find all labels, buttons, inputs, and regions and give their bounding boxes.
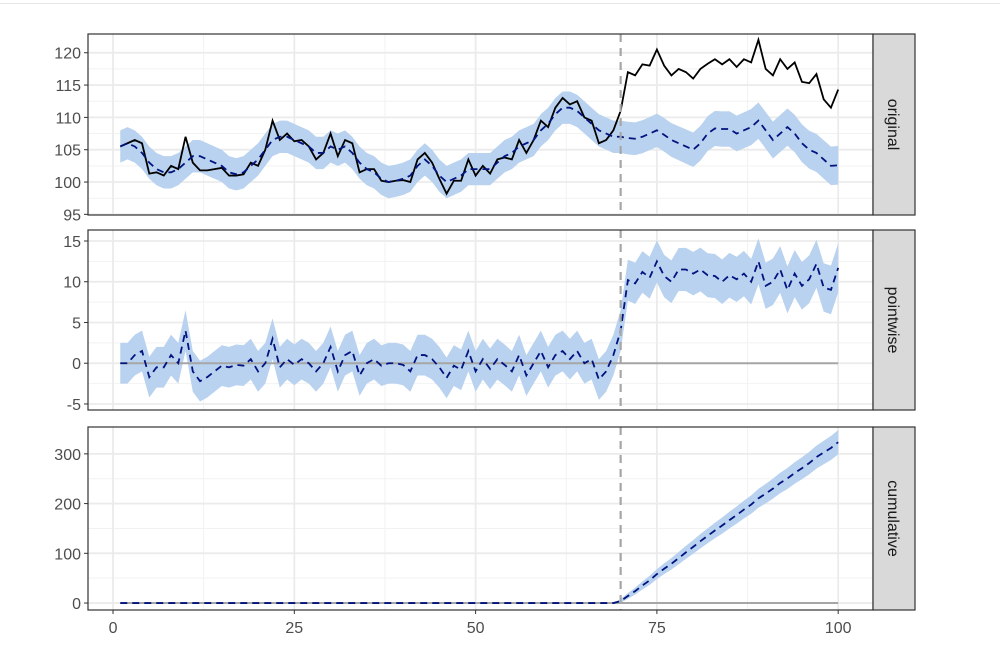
strip-label: cumulative bbox=[884, 480, 901, 557]
x-tick-label: 0 bbox=[109, 620, 118, 637]
y-tick-label: 115 bbox=[55, 78, 81, 95]
observed-line bbox=[119, 36, 840, 196]
x-tick-label: 75 bbox=[648, 620, 666, 637]
x-tick-label: 25 bbox=[285, 620, 303, 637]
strip-pointwise bbox=[872, 229, 916, 411]
panel-cumulative: 0 100 200 300 cumulative 0 25 50 75 100 bbox=[54, 426, 916, 637]
top-divider bbox=[0, 3, 1000, 4]
y-tick-label: 100 bbox=[54, 546, 81, 563]
y-tick-label: 5 bbox=[72, 315, 81, 332]
y-tick-label: 120 bbox=[54, 46, 81, 63]
y-tick-label: 110 bbox=[55, 110, 81, 127]
y-tick-label: 105 bbox=[54, 143, 81, 160]
x-tick-label: 100 bbox=[825, 620, 852, 637]
y-tick-label: 95 bbox=[63, 207, 81, 224]
panel-pointwise: -5 0 5 10 15 pointwise bbox=[63, 229, 916, 414]
x-tick-label: 50 bbox=[467, 620, 485, 637]
y-tick-label: 0 bbox=[72, 596, 81, 613]
y-tick-label: 100 bbox=[54, 175, 81, 192]
y-tick-label: 200 bbox=[54, 497, 81, 514]
y-tick-label: 15 bbox=[63, 234, 81, 251]
strip-label: original bbox=[884, 99, 901, 151]
y-tick-label: 0 bbox=[72, 356, 81, 373]
y-tick-label: -5 bbox=[67, 397, 81, 414]
prediction-interval-band bbox=[120, 91, 839, 199]
y-tick-label: 300 bbox=[54, 447, 81, 464]
strip-label: pointwise bbox=[884, 287, 901, 354]
strip-cumulative bbox=[872, 426, 916, 611]
strip-original bbox=[872, 33, 916, 216]
panel-original: 95 100 105 110 115 120 original bbox=[54, 33, 916, 224]
y-tick-label: 10 bbox=[63, 275, 81, 292]
pointwise-effect-line bbox=[120, 258, 840, 383]
